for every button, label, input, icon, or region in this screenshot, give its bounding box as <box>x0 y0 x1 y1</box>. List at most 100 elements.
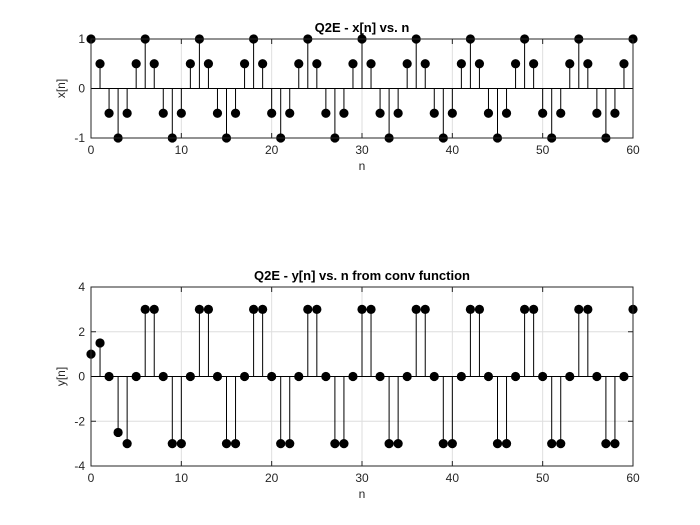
bottom-marker-8 <box>158 371 168 382</box>
top-x-axis-label: n <box>359 159 366 173</box>
top-markers <box>86 34 638 143</box>
bottom-marker-22 <box>285 439 295 449</box>
bottom-y-tick-label-0: -4 <box>74 459 85 473</box>
top-marker-46 <box>501 108 512 118</box>
top-marker-14 <box>212 108 223 118</box>
top-marker-25 <box>312 59 322 69</box>
bottom-marker-18 <box>249 304 259 314</box>
bottom-marker-3 <box>113 427 123 438</box>
bottom-marker-34 <box>393 439 403 449</box>
top-marker-52 <box>556 108 566 118</box>
bottom-marker-7 <box>149 304 159 314</box>
top-marker-29 <box>348 59 358 69</box>
top-x-tick-label-4: 40 <box>446 143 460 157</box>
bottom-marker-39 <box>438 439 448 449</box>
bottom-marker-59 <box>619 371 629 382</box>
bottom-marker-14 <box>212 371 223 382</box>
bottom-marker-44 <box>483 371 494 382</box>
bottom-marker-50 <box>538 371 548 382</box>
bottom-axes-frame <box>90 286 634 467</box>
top-marker-38 <box>429 108 439 118</box>
top-y-tick-labels: -1 0 1 <box>74 32 85 145</box>
bottom-marker-48 <box>520 304 530 314</box>
top-axes-frame <box>90 38 634 139</box>
bottom-marker-55 <box>583 304 593 314</box>
bottom-y-tick-label-1: -2 <box>74 414 85 428</box>
bottom-y-axis-label: y[n] <box>54 367 68 386</box>
bottom-marker-42 <box>465 304 475 314</box>
bottom-marker-33 <box>384 439 394 449</box>
top-marker-58 <box>610 108 620 118</box>
bottom-marker-5 <box>131 371 141 382</box>
bottom-marker-40 <box>447 439 457 449</box>
bottom-marker-46 <box>501 439 512 449</box>
top-marker-35 <box>402 59 412 69</box>
bottom-marker-15 <box>221 439 232 449</box>
top-marker-32 <box>375 108 385 118</box>
bottom-marker-4 <box>122 439 132 449</box>
bottom-x-tick-label-3: 30 <box>355 471 369 485</box>
top-marker-4 <box>122 108 132 118</box>
bottom-x-tick-label-5: 50 <box>536 471 550 485</box>
top-marker-13 <box>203 59 214 69</box>
top-x-tick-label-2: 20 <box>265 143 279 157</box>
bottom-marker-51 <box>547 439 557 449</box>
bottom-marker-32 <box>375 371 385 382</box>
bottom-marker-53 <box>565 371 575 382</box>
top-chart-title: Q2E - x[n] vs. n <box>315 20 410 35</box>
bottom-marker-58 <box>610 439 620 449</box>
top-marker-7 <box>149 59 159 69</box>
top-y-axis-label: x[n] <box>54 79 68 98</box>
top-x-tick-labels: 0 10 20 30 40 50 60 <box>88 143 640 157</box>
bottom-x-tick-label-1: 10 <box>175 471 189 485</box>
bottom-y-tick-label-2: 0 <box>78 370 85 384</box>
bottom-x-tick-label-2: 20 <box>265 471 279 485</box>
bottom-x-axis-label: n <box>359 487 366 501</box>
top-marker-17 <box>239 59 250 69</box>
top-marker-53 <box>565 59 575 69</box>
top-marker-10 <box>176 108 186 118</box>
bottom-marker-49 <box>529 304 539 314</box>
bottom-marker-13 <box>203 304 214 314</box>
top-marker-44 <box>483 108 494 118</box>
top-marker-2 <box>104 108 114 118</box>
bottom-y-tick-label-4: 4 <box>78 280 85 294</box>
top-marker-11 <box>185 59 195 69</box>
bottom-x-tick-label-4: 40 <box>446 471 460 485</box>
top-marker-50 <box>538 108 548 118</box>
top-marker-40 <box>447 108 457 118</box>
bottom-marker-43 <box>474 304 485 314</box>
bottom-y-tick-labels: -4 -2 0 2 4 <box>74 280 85 473</box>
bottom-marker-16 <box>230 439 241 449</box>
top-marker-1 <box>95 59 105 69</box>
top-marker-56 <box>592 108 602 118</box>
bottom-marker-38 <box>429 371 439 382</box>
bottom-x-tick-label-0: 0 <box>88 471 95 485</box>
top-marker-47 <box>510 59 521 69</box>
top-marker-43 <box>474 59 485 69</box>
bottom-marker-45 <box>492 439 503 449</box>
top-marker-23 <box>294 59 304 69</box>
bottom-marker-21 <box>276 439 286 449</box>
bottom-marker-2 <box>104 371 114 382</box>
bottom-marker-57 <box>601 439 611 449</box>
bottom-marker-27 <box>330 439 340 449</box>
top-marker-5 <box>131 59 141 69</box>
top-marker-22 <box>285 108 295 118</box>
bottom-marker-35 <box>402 371 412 382</box>
bottom-marker-12 <box>194 304 204 314</box>
bottom-marker-28 <box>339 439 349 449</box>
bottom-marker-30 <box>357 304 367 314</box>
top-marker-41 <box>456 59 466 69</box>
top-marker-34 <box>393 108 403 118</box>
top-x-tick-label-6: 60 <box>626 143 640 157</box>
bottom-marker-23 <box>294 371 304 382</box>
bottom-marker-56 <box>592 371 602 382</box>
bottom-y-tick-label-3: 2 <box>78 325 85 339</box>
bottom-marker-41 <box>456 371 466 382</box>
top-marker-59 <box>619 59 629 69</box>
bottom-x-tick-labels: 0 10 20 30 40 50 60 <box>88 471 640 485</box>
top-axes: 0 10 20 30 40 50 60 -101 Q2E - x[n] vs. n n x[… <box>54 20 640 173</box>
bottom-marker-20 <box>267 371 277 382</box>
